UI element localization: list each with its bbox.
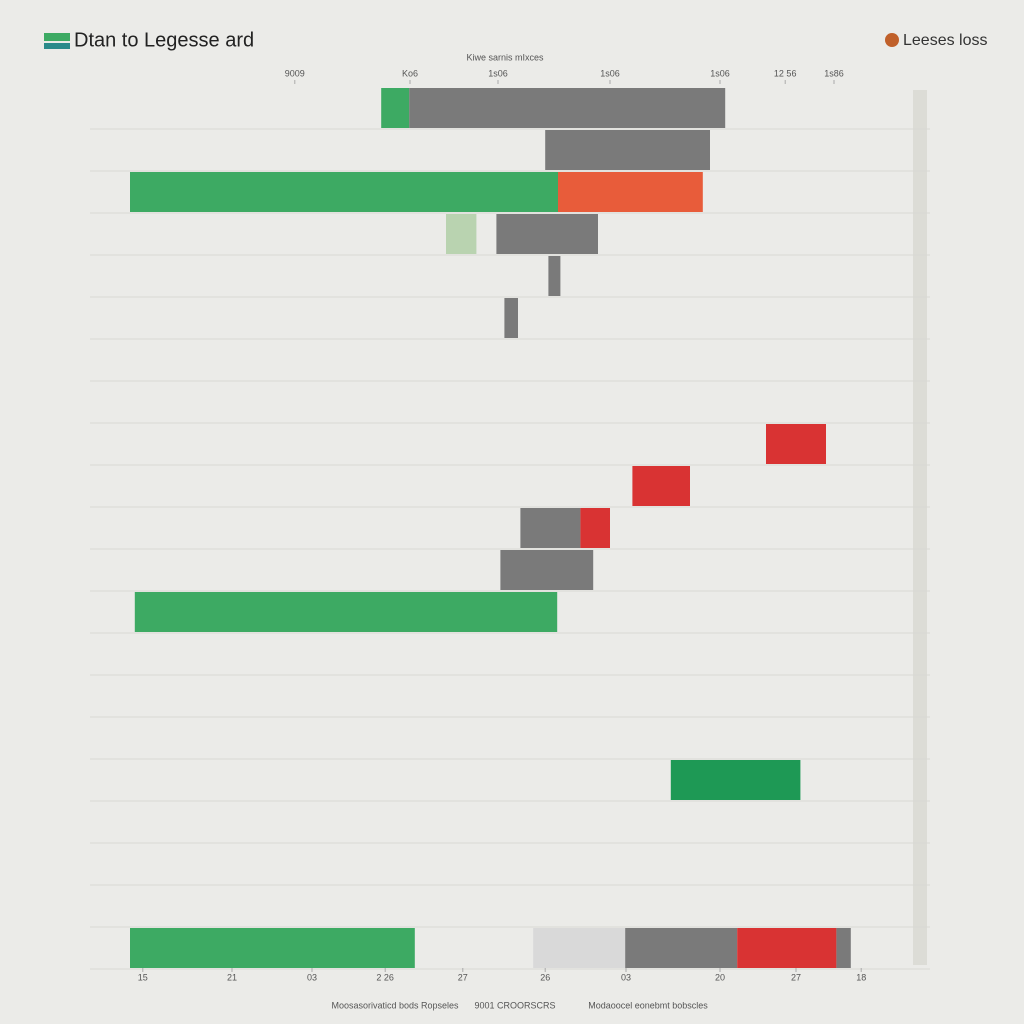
bar-segment — [500, 550, 594, 590]
footer-label: 9001 CROORSCRS — [474, 1000, 555, 1010]
x2-tick-label: 1s06 — [488, 68, 508, 78]
chart-title: Dtan to Legesse ard — [74, 29, 254, 51]
x-tick-label: 03 — [307, 972, 317, 982]
chart-subtitle: Kiwe sarnis mIxces — [466, 52, 544, 62]
x2-tick-label: 12 56 — [774, 68, 797, 78]
bar-segment — [134, 592, 558, 632]
bar-segment — [548, 256, 561, 296]
x2-tick-label: 1s06 — [600, 68, 620, 78]
x2-tick-label: 1s86 — [824, 68, 844, 78]
bar-segment — [409, 88, 726, 128]
x2-tick-label: 1s06 — [710, 68, 730, 78]
x-tick-label: 27 — [791, 972, 801, 982]
bar-segment — [670, 760, 801, 800]
bar-segment — [836, 928, 851, 968]
footer-label: Moosasorivaticd bods Ropseles — [331, 1000, 459, 1010]
title-icon — [44, 43, 70, 49]
x-tick-label: 15 — [138, 972, 148, 982]
bar-segment — [520, 508, 581, 548]
bar-segment — [504, 298, 518, 338]
x-tick-label: 2 26 — [376, 972, 394, 982]
legend-label: Leeses loss — [903, 32, 988, 49]
bar-segment — [446, 214, 477, 254]
x-tick-label: 18 — [856, 972, 866, 982]
bar-segment — [625, 928, 738, 968]
bar-segment — [496, 214, 598, 254]
bar-segment — [130, 172, 558, 212]
x-tick-label: 21 — [227, 972, 237, 982]
x-tick-label: 03 — [621, 972, 631, 982]
x-tick-label: 27 — [458, 972, 468, 982]
title-icon — [44, 33, 70, 41]
bar-segment — [632, 466, 690, 506]
x2-tick-label: 9009 — [285, 68, 305, 78]
bar-segment — [545, 130, 710, 170]
bar-segment — [381, 88, 410, 128]
x2-tick-label: Ko6 — [402, 68, 418, 78]
bar-segment — [766, 424, 826, 464]
bar-segment — [580, 508, 610, 548]
x-tick-label: 20 — [715, 972, 725, 982]
bar-segment — [533, 928, 626, 968]
bar-segment — [130, 928, 415, 968]
bar-segment — [737, 928, 837, 968]
bar-segment — [558, 172, 703, 212]
x-tick-label: 26 — [540, 972, 550, 982]
footer-label: Modaoocel eonebmt bobscles — [588, 1000, 708, 1010]
legend-icon — [885, 33, 899, 47]
